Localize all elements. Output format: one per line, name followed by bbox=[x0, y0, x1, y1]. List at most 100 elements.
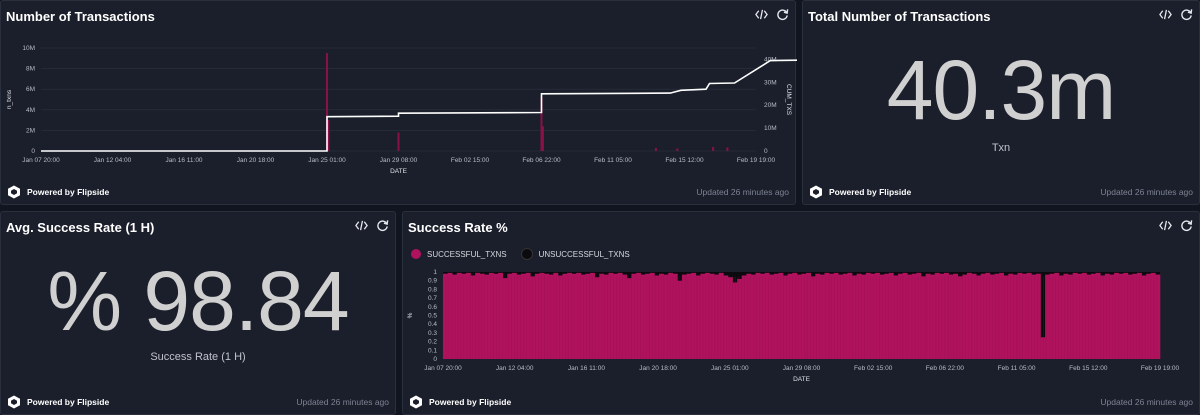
updated-timestamp: Updated 26 minutes ago bbox=[1100, 397, 1193, 407]
avg-success-rate-panel: Avg. Success Rate (1 H) % 98.84 Success … bbox=[0, 211, 396, 415]
successful-bar bbox=[539, 272, 545, 359]
y-tick-label-right: 10M bbox=[764, 125, 777, 132]
successful-bar bbox=[723, 275, 729, 359]
successful-bar bbox=[465, 272, 471, 359]
transactions-chart-panel: Number of Transactions 0 2M 4M 6M 8M 10M 0 10M 2… bbox=[0, 0, 797, 205]
successful-bar bbox=[865, 272, 871, 359]
brand[interactable]: Powered by Flipside bbox=[7, 185, 109, 199]
brand-label: Powered by Flipside bbox=[27, 397, 110, 407]
code-icon[interactable] bbox=[1159, 219, 1172, 232]
x-tick-label: Jan 25 01:00 bbox=[711, 365, 749, 372]
successful-bar bbox=[502, 278, 508, 359]
successful-bar bbox=[1109, 274, 1115, 359]
successful-bar bbox=[1035, 273, 1041, 359]
successful-bar bbox=[1132, 273, 1138, 359]
successful-bar bbox=[613, 273, 618, 359]
successful-bar bbox=[911, 273, 917, 359]
chart-legend: SUCCESSFUL_TXNS UNSUCCESSFUL_TXNS bbox=[411, 248, 630, 260]
successful-bar bbox=[511, 272, 517, 359]
refresh-icon[interactable] bbox=[776, 8, 789, 21]
y-tick-label-right: 0 bbox=[764, 148, 768, 155]
x-tick-label: Feb 02 15:00 bbox=[451, 157, 490, 164]
successful-bar bbox=[645, 273, 651, 359]
flipside-logo-icon bbox=[8, 395, 20, 409]
successful-bar bbox=[1081, 272, 1087, 359]
brand[interactable]: Powered by Flipside bbox=[7, 395, 109, 409]
successful-bar bbox=[902, 272, 908, 359]
successful-bar bbox=[953, 273, 959, 359]
successful-bar bbox=[1040, 337, 1046, 359]
successful-bar bbox=[603, 274, 609, 359]
successful-bar bbox=[1017, 272, 1023, 359]
panel-title: Number of Transactions bbox=[6, 9, 155, 24]
transaction-bar bbox=[541, 126, 544, 151]
y-tick-label-left: 4M bbox=[26, 107, 35, 114]
avg-success-rate-value: % 98.84 bbox=[47, 254, 349, 348]
successful-bar bbox=[741, 275, 747, 359]
refresh-icon[interactable] bbox=[1180, 219, 1193, 232]
x-tick-label: Feb 11 05:00 bbox=[594, 157, 632, 164]
total-transactions-caption: Txn bbox=[991, 142, 1011, 154]
x-tick-label: Feb 15 12:00 bbox=[1069, 365, 1108, 372]
successful-bar bbox=[842, 273, 848, 359]
brand[interactable]: Powered by Flipside bbox=[809, 185, 911, 199]
successful-bar bbox=[976, 275, 982, 359]
refresh-icon[interactable] bbox=[1180, 8, 1193, 21]
successful-bar bbox=[994, 273, 1000, 359]
x-tick-label: Jan 07 20:00 bbox=[424, 365, 462, 372]
x-tick-label: Jan 20 18:00 bbox=[237, 157, 275, 164]
successful-bar bbox=[1150, 272, 1156, 359]
successful-bar bbox=[856, 273, 862, 359]
code-icon[interactable] bbox=[355, 219, 368, 232]
transaction-bar bbox=[654, 147, 657, 151]
x-tick-label: Jan 25 01:00 bbox=[308, 157, 346, 164]
successful-bar bbox=[626, 278, 632, 359]
successful-bar bbox=[447, 272, 453, 359]
successful-bar bbox=[691, 272, 697, 359]
y-tick-label-left: 8M bbox=[26, 66, 35, 73]
brand-label: Powered by Flipside bbox=[27, 187, 110, 197]
successful-bar bbox=[943, 272, 949, 359]
x-axis-title: DATE bbox=[390, 168, 408, 175]
x-tick-label: Jan 16 11:00 bbox=[165, 157, 202, 164]
y-tick-label: 0.6 bbox=[428, 304, 437, 311]
y-tick-label: 0.7 bbox=[428, 295, 437, 302]
successful-bar bbox=[1063, 273, 1069, 359]
refresh-icon[interactable] bbox=[376, 219, 389, 232]
legend-item-successful[interactable]: SUCCESSFUL_TXNS bbox=[411, 249, 507, 259]
x-tick-label: Jan 16 11:00 bbox=[568, 365, 605, 372]
successful-bar bbox=[576, 272, 582, 359]
successful-bar bbox=[852, 275, 857, 359]
brand[interactable]: Powered by Flipside bbox=[409, 395, 511, 409]
successful-bar bbox=[861, 274, 867, 359]
panel-footer: Powered by Flipside Updated 26 minutes a… bbox=[403, 390, 1199, 414]
successful-bar bbox=[1123, 272, 1129, 359]
successful-bar bbox=[1077, 273, 1083, 359]
successful-bar bbox=[930, 274, 936, 359]
successful-bar bbox=[617, 272, 623, 359]
successful-bar bbox=[1095, 272, 1101, 359]
successful-bar bbox=[553, 272, 559, 359]
updated-timestamp: Updated 26 minutes ago bbox=[1100, 187, 1193, 197]
x-tick-label: Jan 07 20:00 bbox=[22, 157, 60, 164]
panel-footer: Powered by Flipside Updated 26 minutes a… bbox=[803, 180, 1199, 204]
flipside-logo-icon bbox=[410, 395, 422, 409]
panel-toolbar bbox=[755, 8, 789, 21]
cumulative-transactions-line bbox=[41, 59, 797, 152]
successful-bar bbox=[746, 273, 752, 359]
y-tick-label: 0.5 bbox=[428, 313, 437, 320]
successful-bar bbox=[1091, 273, 1096, 359]
successful-bar bbox=[659, 273, 664, 359]
successful-bar bbox=[488, 272, 494, 359]
code-icon[interactable] bbox=[1159, 8, 1172, 21]
successful-bar bbox=[631, 273, 637, 359]
updated-timestamp: Updated 26 minutes ago bbox=[696, 187, 789, 197]
legend-item-unsuccessful[interactable]: UNSUCCESSFUL_TXNS bbox=[520, 248, 630, 260]
code-icon[interactable] bbox=[755, 8, 768, 21]
successful-bar bbox=[544, 273, 550, 359]
successful-bar bbox=[1003, 275, 1009, 359]
successful-bar bbox=[1141, 275, 1147, 359]
successful-bar bbox=[893, 275, 899, 359]
successful-bar bbox=[1049, 273, 1055, 359]
